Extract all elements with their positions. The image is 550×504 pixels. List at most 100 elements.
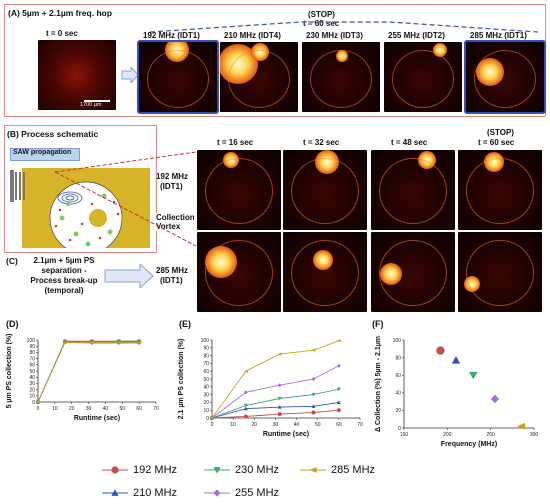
data-point	[277, 405, 282, 409]
chart-e: 0 10 20 30 40 50 60 700102030405060708090100Run…	[178, 319, 363, 438]
schematic: SAW propagation	[10, 148, 150, 248]
saw-label-box	[10, 148, 80, 161]
panel-b-label: (B) Process schematic	[7, 129, 99, 139]
saw-label: SAW propagation	[13, 149, 72, 156]
y-tick-label: 50	[29, 369, 35, 375]
data-point	[311, 377, 316, 381]
legend-marker-icon	[204, 489, 230, 497]
panel-a-image-285	[464, 40, 546, 114]
series-line-4	[37, 342, 140, 403]
data-point	[336, 408, 341, 413]
legend-marker-icon	[300, 467, 326, 473]
y-tick-label: 40	[203, 385, 209, 391]
y-tick-label: 90	[203, 346, 209, 352]
droplet-ring	[466, 240, 534, 306]
legend-label: 230 MHz	[235, 464, 280, 476]
data-point	[277, 352, 282, 356]
panel-a-image-t0: 1700 µm	[38, 40, 116, 110]
x-axis-label: Runtime (sec)	[263, 431, 309, 438]
y-tick-label: 80	[29, 350, 35, 356]
legend-marker	[213, 489, 221, 497]
series-line-3	[37, 342, 140, 403]
panel-b-frame	[4, 125, 157, 253]
panel-a-t0: t = 0 sec	[46, 29, 78, 38]
panel-b-time-3: t = 60 sec	[478, 138, 515, 147]
y-tick-label: 20	[29, 387, 35, 393]
scatter-point-2	[469, 371, 478, 380]
x-tick-label: 60	[136, 406, 142, 412]
data-point	[62, 340, 67, 345]
droplet-ring	[379, 240, 447, 306]
droplet-schematic	[49, 181, 123, 248]
panel-b-time-0: t = 16 sec	[217, 138, 254, 147]
y-tick-label: 10	[29, 394, 35, 400]
panel-c-text: 2.1µm + 5µm PS separation - Process brea…	[24, 256, 104, 296]
panel-b-image-r1-c3	[371, 150, 455, 230]
x-tick-label: 0	[211, 422, 214, 428]
panel-a-freq-label-230: 230 MHz (IDT3)	[306, 31, 363, 40]
panel-a-frame	[4, 4, 546, 117]
scale-bar-label: 1700 µm	[80, 102, 102, 108]
legend-label: 210 MHz	[133, 487, 178, 499]
chart-f: 150 200 250 300 0 20 40 60 80 100 Frequency (MHz) Δ…	[372, 319, 539, 448]
collection-vortex-label: Collection Vortex	[155, 213, 197, 231]
series-line-2	[37, 340, 140, 403]
legend-marker-icon	[102, 489, 128, 496]
droplet-ring	[291, 240, 359, 306]
panel-label: (D)	[6, 319, 19, 329]
panel-b-image-r1-c2	[283, 150, 367, 230]
data-point	[336, 387, 341, 392]
panel-b-time-1: t = 32 sec	[303, 138, 340, 147]
panel-b-image-r2-c3	[371, 232, 455, 312]
panel-a-image-210	[220, 42, 298, 112]
y-tick-label: 40	[395, 391, 401, 397]
y-tick-label: 100	[201, 338, 210, 344]
legend-item-285: 285 MHz	[300, 464, 375, 476]
panel-a-image-255	[384, 42, 462, 112]
x-tick-label: 40	[294, 422, 300, 428]
panel-c-arrow-icon	[104, 262, 154, 293]
row1-idt: (IDT1)	[160, 182, 183, 191]
legend-label: 192 MHz	[133, 464, 178, 476]
data-point	[210, 416, 214, 420]
panel-a-label: (A) 5µm + 2.1µm freq. hop	[8, 8, 113, 18]
series-line-1	[37, 341, 140, 403]
y-axis-label: 2.1 µm PS collection (%)	[178, 339, 185, 420]
data-point	[116, 340, 121, 345]
y-tick-label: 40	[29, 375, 35, 381]
data-point	[336, 363, 341, 368]
idt-electrodes-icon	[10, 170, 25, 202]
panel-b-image-r1-c1	[197, 150, 281, 230]
y-tick-label: 100	[27, 338, 36, 344]
panel-a-t60: t = 60 sec	[303, 19, 340, 28]
y-tick-label: 80	[395, 355, 401, 361]
y-tick-label: 0	[398, 426, 401, 432]
panel-a-freq-label-255: 255 MHz (IDT2)	[388, 31, 445, 40]
data-point	[277, 412, 282, 417]
data-point	[243, 406, 248, 411]
legend-item-255: 255 MHz	[204, 487, 279, 499]
legend-marker-icon	[204, 467, 230, 474]
y-tick-label: 10	[203, 408, 209, 414]
data-point	[243, 403, 248, 408]
panel-b-stop: (STOP)	[487, 128, 514, 137]
data-point	[277, 396, 282, 401]
y-axis-label: Δ Collection (%) 5µm - 2.1µm	[375, 336, 382, 432]
data-point	[311, 404, 316, 408]
legend-marker	[111, 466, 119, 474]
droplet-ring	[291, 158, 359, 224]
x-tick-label: 300	[530, 432, 539, 438]
data-point	[243, 414, 248, 419]
series-line-0	[37, 340, 140, 403]
y-tick-label: 90	[29, 344, 35, 350]
x-tick-label: 10	[52, 406, 58, 412]
panel-b-image-r2-c1	[197, 232, 281, 312]
y-tick-label: 20	[395, 408, 401, 414]
x-tick-label: 0	[37, 406, 40, 412]
legend-item-192: 192 MHz	[102, 464, 177, 476]
panel-b-image-r2-c4	[458, 232, 542, 312]
x-tick-label: 30	[273, 422, 279, 428]
panel-a-freq-label-285: 285 MHz (IDT1)	[470, 31, 527, 40]
vortex-pointer-lines	[54, 151, 197, 247]
legend-item-210: 210 MHz	[102, 487, 177, 499]
